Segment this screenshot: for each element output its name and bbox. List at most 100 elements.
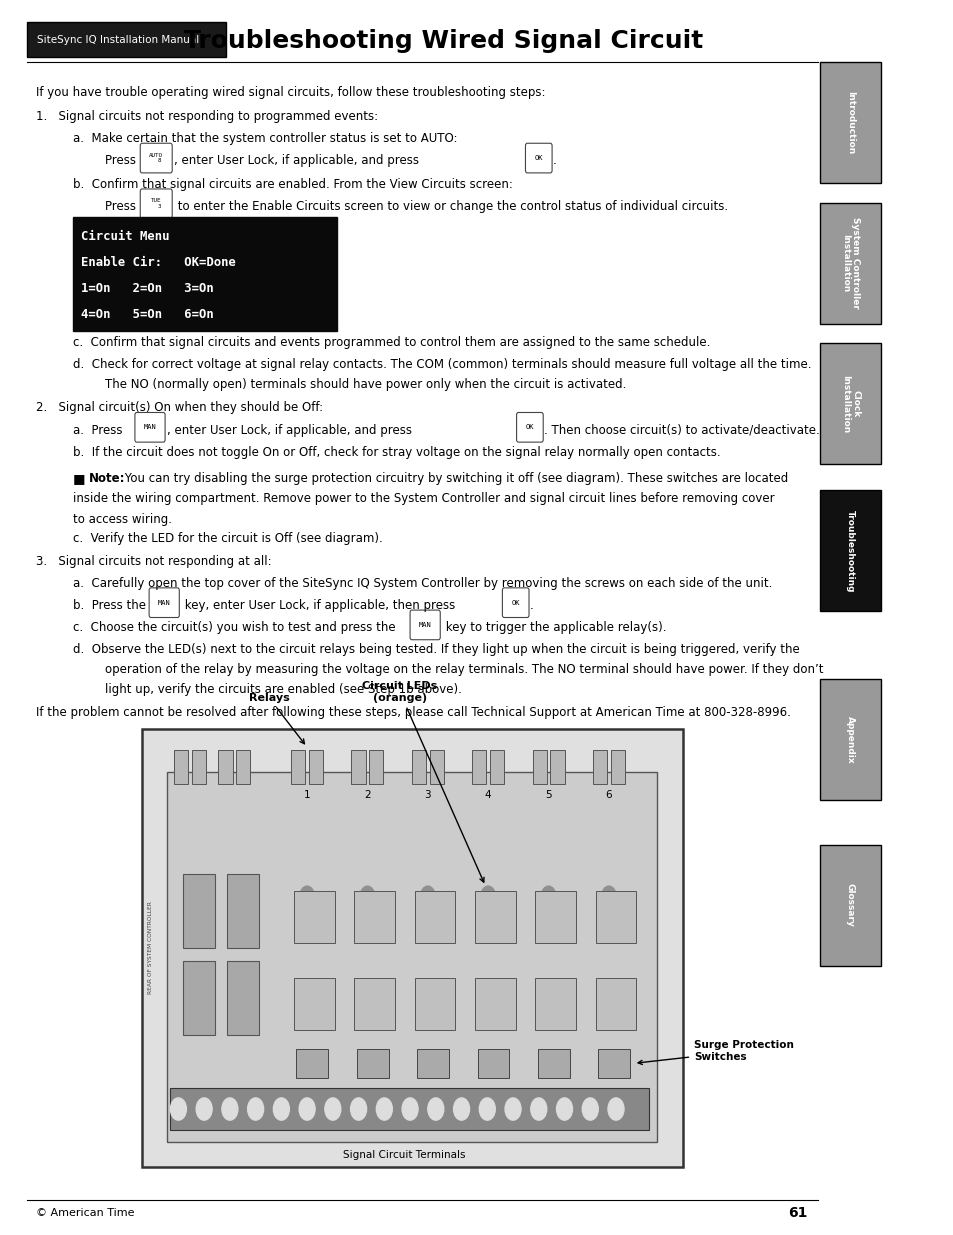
Text: c.  Choose the circuit(s) you wish to test and press the: c. Choose the circuit(s) you wish to tes… — [72, 621, 398, 635]
Text: OK: OK — [534, 156, 542, 161]
Bar — [309, 750, 323, 784]
Text: REAR OF SYSTEM CONTROLLER: REAR OF SYSTEM CONTROLLER — [149, 902, 153, 994]
Bar — [227, 874, 259, 948]
Text: 2.   Signal circuit(s) On when they should be Off:: 2. Signal circuit(s) On when they should… — [35, 401, 322, 415]
Text: If the problem cannot be resolved after following these steps, please call Techn: If the problem cannot be resolved after … — [35, 706, 789, 720]
Text: .: . — [553, 154, 557, 168]
Text: key, enter User Lock, if applicable, then press: key, enter User Lock, if applicable, the… — [181, 599, 458, 613]
Circle shape — [504, 1098, 520, 1120]
Text: b.  Press the: b. Press the — [72, 599, 150, 613]
Text: d.  Observe the LED(s) next to the circuit relays being tested. If they light up: d. Observe the LED(s) next to the circui… — [72, 643, 799, 657]
Circle shape — [196, 1098, 212, 1120]
Text: MAN: MAN — [418, 622, 431, 627]
Text: Troubleshooting: Troubleshooting — [845, 510, 854, 592]
Text: Enable Cir:   OK=Done: Enable Cir: OK=Done — [81, 256, 235, 269]
Text: 3: 3 — [424, 790, 431, 800]
Text: ■: ■ — [72, 472, 85, 485]
Text: .: . — [529, 599, 533, 613]
Circle shape — [530, 1098, 546, 1120]
Bar — [412, 750, 426, 784]
Text: Glossary: Glossary — [845, 883, 854, 927]
Circle shape — [480, 887, 495, 906]
Text: OK: OK — [511, 600, 519, 605]
Bar — [490, 750, 503, 784]
Text: Circuit LEDs
(orange): Circuit LEDs (orange) — [362, 682, 483, 882]
Text: to access wiring.: to access wiring. — [72, 513, 172, 526]
Text: b.  Confirm that signal circuits are enabled. From the View Circuits screen:: b. Confirm that signal circuits are enab… — [72, 178, 512, 191]
Text: operation of the relay by measuring the voltage on the relay terminals. The NO t: operation of the relay by measuring the … — [105, 663, 822, 677]
FancyBboxPatch shape — [820, 679, 880, 800]
Text: light up, verify the circuits are enabled (see Step 1b above).: light up, verify the circuits are enable… — [105, 683, 461, 697]
FancyBboxPatch shape — [502, 588, 529, 618]
Text: . Then choose circuit(s) to activate/deactivate.: . Then choose circuit(s) to activate/dea… — [543, 424, 819, 437]
Circle shape — [420, 887, 435, 906]
Text: c.  Confirm that signal circuits and events programmed to control them are assig: c. Confirm that signal circuits and even… — [72, 336, 709, 350]
Bar — [167, 772, 656, 1142]
Text: 2: 2 — [364, 790, 371, 800]
Text: inside the wiring compartment. Remove power to the System Controller and signal : inside the wiring compartment. Remove po… — [72, 492, 774, 505]
Text: 4: 4 — [484, 790, 491, 800]
Circle shape — [222, 1098, 237, 1120]
Circle shape — [541, 887, 555, 906]
Circle shape — [401, 1098, 417, 1120]
Text: AUTO
  8: AUTO 8 — [149, 153, 163, 163]
Bar — [291, 750, 305, 784]
Text: System Controller
Installation: System Controller Installation — [840, 217, 859, 309]
FancyBboxPatch shape — [140, 143, 172, 173]
Text: 1=On   2=On   3=On: 1=On 2=On 3=On — [81, 282, 213, 295]
Text: 6: 6 — [605, 790, 612, 800]
Circle shape — [351, 1098, 366, 1120]
Bar — [351, 750, 365, 784]
FancyBboxPatch shape — [516, 412, 542, 442]
Circle shape — [453, 1098, 469, 1120]
Circle shape — [375, 1098, 392, 1120]
Bar — [416, 1049, 449, 1078]
Bar — [356, 1049, 389, 1078]
Circle shape — [556, 1098, 572, 1120]
FancyBboxPatch shape — [820, 490, 880, 611]
Bar — [535, 892, 576, 944]
Bar — [610, 750, 624, 784]
Bar — [414, 892, 455, 944]
Text: Signal Circuit Terminals: Signal Circuit Terminals — [342, 1150, 465, 1160]
Circle shape — [601, 887, 616, 906]
Bar — [354, 978, 395, 1030]
Text: 5: 5 — [545, 790, 551, 800]
Text: 1.   Signal circuits not responding to programmed events:: 1. Signal circuits not responding to pro… — [35, 110, 377, 124]
FancyBboxPatch shape — [27, 22, 226, 57]
Bar — [235, 750, 250, 784]
FancyBboxPatch shape — [134, 412, 165, 442]
Bar — [294, 978, 335, 1030]
Bar — [183, 874, 214, 948]
Text: Clock
Installation: Clock Installation — [840, 374, 859, 433]
Bar — [598, 1049, 630, 1078]
Circle shape — [299, 1098, 314, 1120]
Bar — [218, 750, 233, 784]
Text: a.  Carefully open the top cover of the SiteSync IQ System Controller by removin: a. Carefully open the top cover of the S… — [72, 577, 771, 590]
Bar — [475, 978, 516, 1030]
Text: 3.   Signal circuits not responding at all:: 3. Signal circuits not responding at all… — [35, 555, 271, 568]
Text: Relays: Relays — [249, 693, 304, 743]
Text: b.  If the circuit does not toggle On or Off, check for stray voltage on the sig: b. If the circuit does not toggle On or … — [72, 446, 720, 459]
Text: key to trigger the applicable relay(s).: key to trigger the applicable relay(s). — [441, 621, 666, 635]
Circle shape — [607, 1098, 623, 1120]
Circle shape — [427, 1098, 443, 1120]
Text: Surge Protection
Switches: Surge Protection Switches — [638, 1040, 793, 1065]
Bar — [475, 892, 516, 944]
Bar — [72, 217, 337, 331]
Text: Troubleshooting Wired Signal Circuit: Troubleshooting Wired Signal Circuit — [184, 28, 702, 53]
Bar — [354, 892, 395, 944]
FancyBboxPatch shape — [525, 143, 552, 173]
Bar — [532, 750, 546, 784]
Text: , enter User Lock, if applicable, and press: , enter User Lock, if applicable, and pr… — [173, 154, 422, 168]
Bar — [477, 1049, 509, 1078]
Bar — [550, 750, 564, 784]
Circle shape — [325, 1098, 340, 1120]
Circle shape — [581, 1098, 598, 1120]
Text: The NO (normally open) terminals should have power only when the circuit is acti: The NO (normally open) terminals should … — [105, 378, 625, 391]
Bar — [593, 750, 606, 784]
Text: 1: 1 — [303, 790, 310, 800]
Circle shape — [299, 887, 314, 906]
Text: a.  Make certain that the system controller status is set to AUTO:: a. Make certain that the system controll… — [72, 132, 456, 146]
Bar — [595, 978, 636, 1030]
